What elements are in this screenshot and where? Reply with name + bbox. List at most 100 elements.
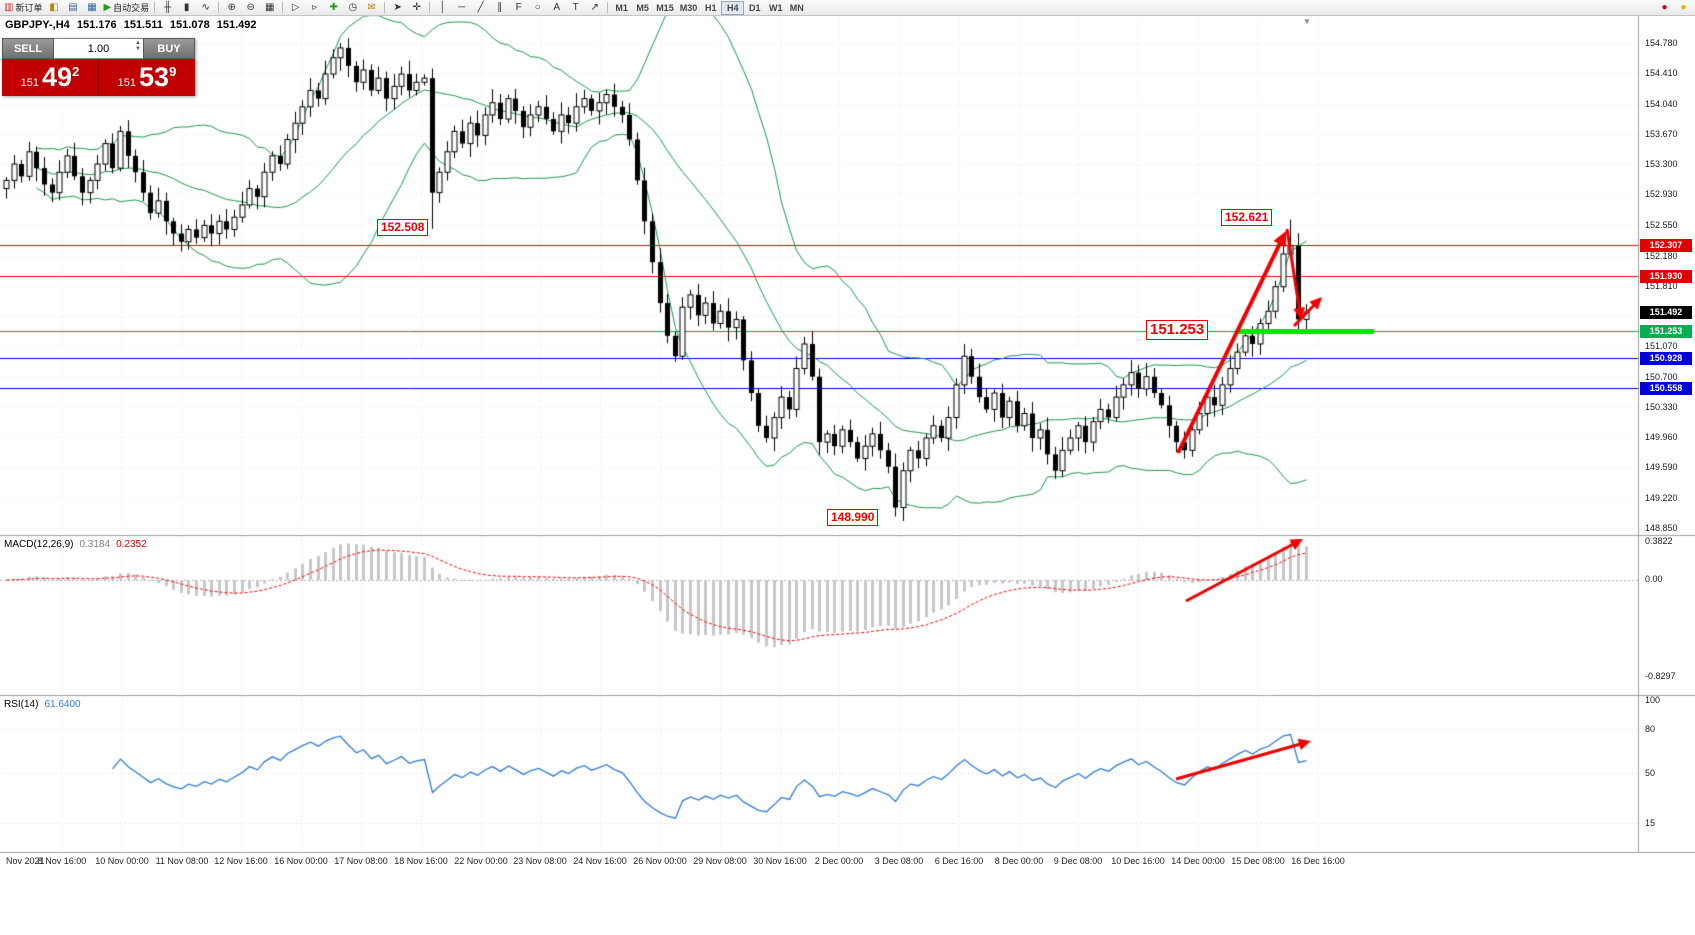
arrows-tool-icon: ↗ xyxy=(590,1,599,13)
add-indicator-button[interactable]: ✚ xyxy=(324,1,343,15)
timeframe-d1-button[interactable]: D1 xyxy=(748,2,761,13)
zoom-in-button[interactable]: ⊕ xyxy=(222,1,241,15)
bars-chart-icon: ╫ xyxy=(164,1,172,13)
sell-price[interactable]: 151 49 2 xyxy=(2,59,99,96)
crosshair-button[interactable]: ✛ xyxy=(407,1,426,15)
label-icon: T xyxy=(572,1,579,13)
toolbar-separator xyxy=(218,2,220,13)
ohlc-low: 151.078 xyxy=(169,19,210,31)
volume-spin-icons[interactable]: ▲ ▼ xyxy=(135,40,141,52)
tile-windows-button[interactable]: ▦ xyxy=(260,1,279,15)
fibonacci-icon: F xyxy=(515,1,522,13)
vertical-line-icon: │ xyxy=(439,1,446,13)
trendline-button[interactable]: ╱ xyxy=(471,1,490,15)
cursor-icon: ➤ xyxy=(393,1,402,13)
rsi-indicator-label: RSI(14) 61.6400 xyxy=(4,699,81,710)
terminal-icon: ▦ xyxy=(87,1,97,13)
cursor-button[interactable]: ➤ xyxy=(388,1,407,15)
timeframe-h1-button[interactable]: H1 xyxy=(704,2,717,13)
text-button[interactable]: A xyxy=(547,1,566,15)
new-order-button[interactable]: ▥ 新订单 xyxy=(2,1,44,15)
scroll-to-end-button[interactable]: ▷ xyxy=(286,1,305,15)
toolbar-separator xyxy=(607,2,609,13)
autotrading-icon: ▶ xyxy=(103,1,112,13)
channel-button[interactable]: ∥ xyxy=(490,1,509,15)
chart-shift-icon: ▹ xyxy=(312,1,318,13)
volume-value: 1.00 xyxy=(87,42,110,55)
line-chart-icon: ∿ xyxy=(201,1,210,13)
timeframe-m1-button[interactable]: M1 xyxy=(615,2,628,13)
macd-signal-value: 0.2352 xyxy=(116,539,147,550)
zoom-out-button[interactable]: ⊖ xyxy=(241,1,260,15)
sell-price-prefix: 151 xyxy=(20,76,40,89)
alert-button[interactable]: ● xyxy=(1674,1,1693,15)
macd-name: MACD(12,26,9) xyxy=(4,539,74,550)
sell-button[interactable]: SELL xyxy=(2,38,54,59)
ohlc-open: 151.176 xyxy=(76,19,117,31)
volume-stepper[interactable]: 1.00 ▲ ▼ xyxy=(54,38,143,59)
crosshair-icon: ✛ xyxy=(412,1,421,13)
tile-windows-icon: ▦ xyxy=(264,1,275,13)
candles-chart-icon: ▮ xyxy=(183,1,190,13)
templates-icon: ✉ xyxy=(367,1,376,13)
timeframe-mn-button[interactable]: MN xyxy=(789,2,804,13)
templates-button[interactable]: ✉ xyxy=(362,1,381,15)
market-watch-button[interactable]: ▤ xyxy=(63,1,82,15)
buy-price-sup: 9 xyxy=(169,64,177,79)
main-toolbar: ▥ 新订单 ◧ ▤ ▦ ▶ 自动交易 ╫ ▮ ∿ ⊕ ⊖ ▦ ▷ ▹ ✚ ◷ ✉ ➤ ✛ │ ─ ╱ ∥ F ○ A T ↗ M1 M5 M1… xyxy=(0,0,1695,16)
add-indicator-icon: ✚ xyxy=(329,1,338,13)
timeframe-h4-button[interactable]: H4 xyxy=(721,0,745,15)
spin-up-icon[interactable]: ▲ xyxy=(135,40,141,46)
timeframe-m30-button[interactable]: M30 xyxy=(679,2,698,13)
text-icon: A xyxy=(553,1,561,13)
buy-price[interactable]: 151 53 9 xyxy=(99,59,195,96)
chart-ohlc-info: GBPJPY-,H4 151.176 151.511 151.078 151.4… xyxy=(5,19,261,31)
autotrading-label: 自动交易 xyxy=(113,3,150,13)
zoom-out-icon: ⊖ xyxy=(246,1,255,13)
record-button[interactable]: ● xyxy=(1655,1,1674,15)
toolbar-separator xyxy=(429,2,431,13)
sell-price-big: 49 xyxy=(42,62,73,92)
toolbar-separator xyxy=(384,2,386,13)
bars-chart-button[interactable]: ╫ xyxy=(158,1,177,15)
shapes-icon: ○ xyxy=(534,1,541,13)
periods-icon: ◷ xyxy=(348,1,358,13)
spin-down-icon[interactable]: ▼ xyxy=(135,46,141,52)
chart-shift-button[interactable]: ▹ xyxy=(305,1,324,15)
horizontal-line-button[interactable]: ─ xyxy=(452,1,471,15)
record-icon: ● xyxy=(1661,1,1668,13)
timeframe-m15-button[interactable]: M15 xyxy=(656,2,674,13)
macd-indicator-label: MACD(12,26,9) 0.3184 0.2352 xyxy=(4,539,147,550)
chart-window-icon: ◧ xyxy=(49,1,59,13)
timeframe-w1-button[interactable]: W1 xyxy=(768,2,783,13)
symbol-timeframe: GBPJPY-,H4 xyxy=(5,19,70,31)
terminal-button[interactable]: ▦ xyxy=(82,1,101,15)
alert-icon: ● xyxy=(1680,1,1687,13)
timeframe-m5-button[interactable]: M5 xyxy=(636,2,649,13)
toolbar-separator xyxy=(282,2,284,13)
line-chart-button[interactable]: ∿ xyxy=(196,1,215,15)
new-order-icon: ▥ xyxy=(4,1,14,13)
horizontal-line-icon: ─ xyxy=(458,1,466,13)
fibonacci-button[interactable]: F xyxy=(509,1,528,15)
vertical-line-button[interactable]: │ xyxy=(433,1,452,15)
buy-button[interactable]: BUY xyxy=(143,38,195,59)
chart-window-button[interactable]: ◧ xyxy=(44,1,63,15)
periods-button[interactable]: ◷ xyxy=(343,1,362,15)
buy-price-prefix: 151 xyxy=(117,76,137,89)
sell-price-sup: 2 xyxy=(72,64,80,79)
market-watch-icon: ▤ xyxy=(68,1,78,13)
label-button[interactable]: T xyxy=(566,1,585,15)
autotrading-button[interactable]: ▶ 自动交易 xyxy=(101,1,151,15)
ohlc-high: 151.511 xyxy=(123,19,163,31)
shapes-button[interactable]: ○ xyxy=(528,1,547,15)
arrows-tool-button[interactable]: ↗ xyxy=(585,1,604,15)
ohlc-close: 151.492 xyxy=(216,19,257,31)
macd-main-value: 0.3184 xyxy=(79,539,111,550)
candles-chart-button[interactable]: ▮ xyxy=(177,1,196,15)
channel-icon: ∥ xyxy=(497,1,503,13)
trendline-icon: ╱ xyxy=(477,1,484,13)
chart-shift-marker-icon[interactable]: ▼ xyxy=(1303,17,1311,26)
